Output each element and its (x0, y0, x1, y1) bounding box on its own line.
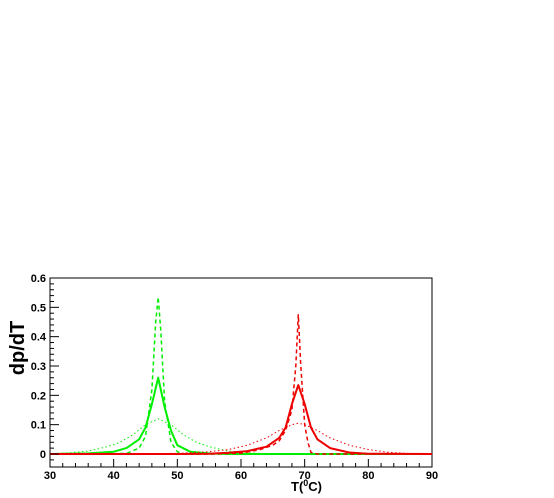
x-tick-label: 40 (108, 470, 120, 482)
x-tick-label: 60 (235, 470, 247, 482)
x-axis-title-suffix: C) (308, 479, 322, 494)
series-line-3 (49, 418, 433, 455)
x-tick-label: 30 (44, 470, 56, 482)
series-line-5 (50, 313, 432, 455)
series-line-2 (50, 296, 432, 455)
series-line-4 (50, 384, 433, 455)
y-tick-label: 0.2 (31, 390, 46, 402)
y-axis-title: dp/dT (7, 321, 29, 375)
x-tick-label: 90 (426, 470, 438, 482)
series-layer (49, 296, 433, 455)
x-axis-title-main: T( (291, 479, 304, 494)
x-axis-title-superscript: 0 (303, 478, 308, 488)
x-tick-label: 80 (362, 470, 374, 482)
x-axis-title: T(0C) (291, 478, 322, 494)
y-tick-label: 0 (40, 449, 46, 461)
plot-frame (49, 277, 433, 468)
y-tick-label: 0.5 (31, 302, 46, 314)
x-tick-label: 70 (299, 470, 311, 482)
series-line-1 (49, 376, 432, 455)
y-tick-label: 0.1 (31, 420, 46, 432)
tick-layer: 30 40 50 60 70 80 90 0 0.1 0.2 0.3 0.4 0.5 0.6 (31, 273, 438, 482)
y-tick-label: 0.6 (31, 273, 46, 285)
y-tick-label: 0.4 (31, 332, 47, 344)
y-tick-label: 0.3 (31, 361, 46, 373)
x-tick-label: 50 (171, 470, 183, 482)
series-line-6 (49, 422, 433, 455)
